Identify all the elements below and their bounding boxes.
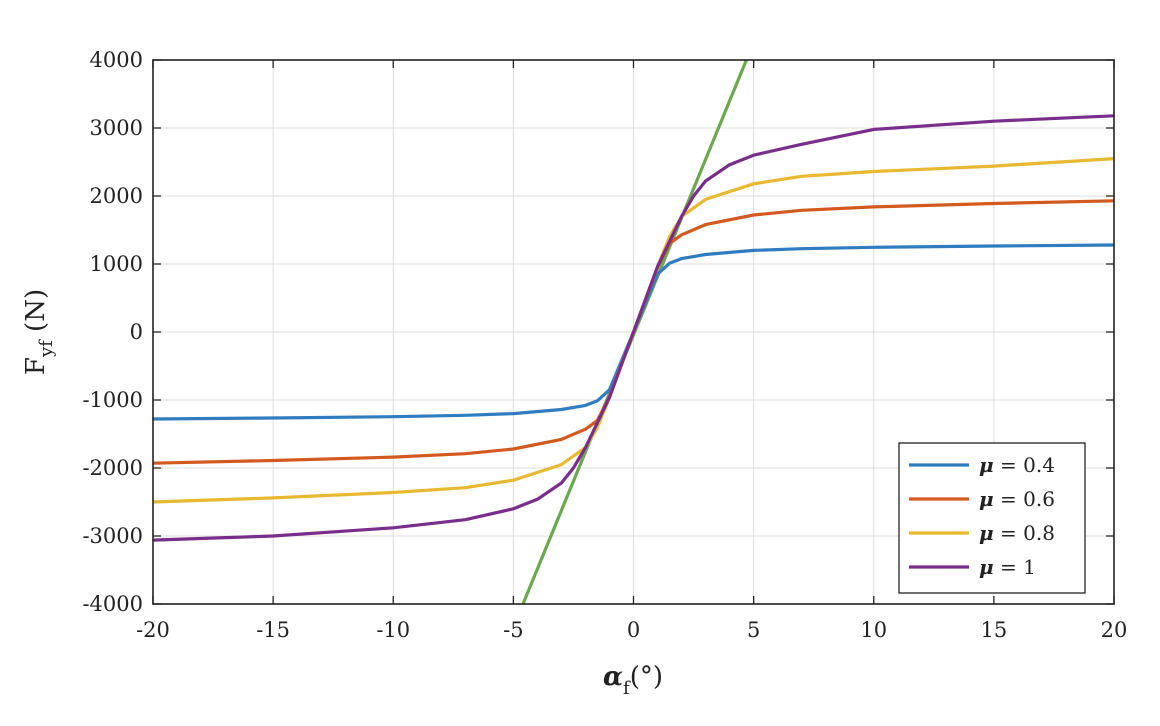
legend-label: μ = 0.8 — [979, 521, 1055, 545]
legend: μ = 0.4μ = 0.6μ = 0.8μ = 1 — [898, 442, 1086, 594]
x-axis-label-unit: (°) — [630, 662, 663, 692]
x-axis-label: αf(°) — [603, 662, 663, 699]
x-tick-label: -5 — [503, 618, 523, 642]
y-tick-label: -2000 — [82, 456, 143, 480]
legend-value: = 0.8 — [994, 521, 1055, 545]
y-axis-label: Fyf (N) — [21, 289, 57, 375]
x-tick-label: -15 — [256, 618, 290, 642]
legend-symbol: μ — [979, 453, 994, 477]
legend-symbol: μ — [979, 521, 994, 545]
x-tick-label: 0 — [627, 618, 640, 642]
legend-label: μ = 1 — [979, 555, 1036, 579]
x-tick-label: 15 — [981, 618, 1008, 642]
y-tick-label: -3000 — [82, 524, 143, 548]
y-tick-label: 1000 — [90, 252, 143, 276]
y-tick-label: -4000 — [82, 592, 143, 616]
x-tick-label: -20 — [136, 618, 170, 642]
y-axis-label-unit: (N) — [21, 289, 51, 340]
legend-symbol: μ — [979, 487, 994, 511]
legend-value: = 1 — [994, 555, 1036, 579]
y-tick-labels: -4000 -3000 -2000 -1000 0 1000 2000 3000 4000 — [82, 48, 143, 616]
legend-value: = 0.4 — [994, 453, 1055, 477]
plot-series — [153, 60, 1114, 604]
x-axis-label-main: α — [603, 662, 623, 692]
x-tick-label: 20 — [1101, 618, 1128, 642]
y-axis-label-sub: yf — [36, 339, 57, 358]
y-tick-label: 4000 — [90, 48, 143, 72]
tick-marks — [152, 59, 1115, 605]
y-tick-label: 2000 — [90, 184, 143, 208]
x-tick-labels: -20 -15 -10 -5 0 5 10 15 20 — [136, 618, 1127, 642]
x-tick-label: 5 — [747, 618, 760, 642]
y-tick-label: 0 — [130, 320, 143, 344]
y-tick-label: 3000 — [90, 116, 143, 140]
x-tick-label: -10 — [376, 618, 410, 642]
x-tick-label: 10 — [860, 618, 887, 642]
legend-label: μ = 0.4 — [979, 453, 1055, 477]
y-tick-label: -1000 — [82, 388, 143, 412]
x-axis-label-sub: f — [623, 678, 631, 699]
y-axis-label-main: F — [21, 357, 51, 375]
legend-symbol: μ — [979, 555, 994, 579]
series-line-3 — [153, 114, 1114, 542]
legend-value: = 0.6 — [994, 487, 1055, 511]
legend-label: μ = 0.6 — [979, 487, 1055, 511]
